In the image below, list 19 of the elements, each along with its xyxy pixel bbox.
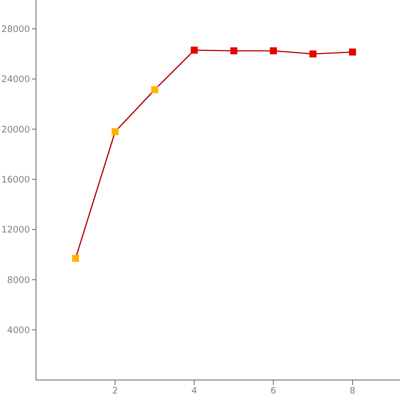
- point: [72, 254, 80, 262]
- y-tick-label: 28000: [1, 25, 30, 36]
- point: [270, 47, 277, 54]
- y-tick-label: 4000: [7, 326, 30, 336]
- y-tick-label: 12000: [1, 226, 30, 236]
- point: [112, 128, 119, 136]
- point: [230, 47, 238, 54]
- y-tick-label: 8000: [7, 276, 30, 286]
- point: [309, 50, 316, 58]
- point: [190, 46, 198, 54]
- y-tick-label: 16000: [1, 176, 30, 186]
- y-tick-label: 24000: [1, 75, 30, 86]
- point: [151, 86, 158, 94]
- point: [349, 48, 356, 56]
- x-tick-label: 8: [350, 386, 356, 396]
- x-tick-label: 4: [191, 386, 198, 396]
- y-tick-label: 20000: [1, 125, 30, 136]
- x-tick-label: 2: [112, 386, 118, 396]
- x-tick-label: 6: [270, 386, 277, 396]
